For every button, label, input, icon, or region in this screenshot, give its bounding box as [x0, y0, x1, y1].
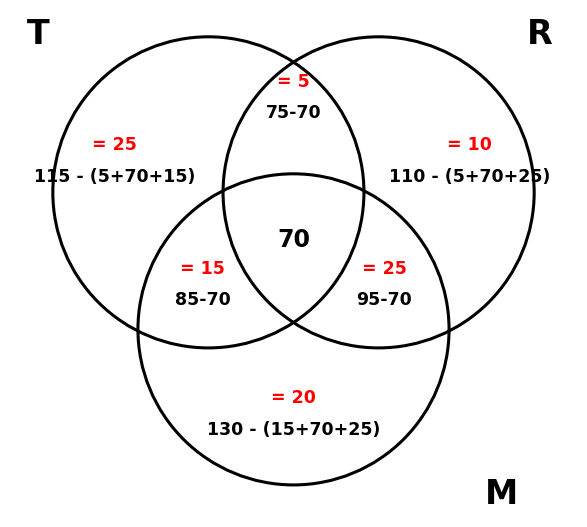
- Text: 95-70: 95-70: [357, 291, 412, 309]
- Text: = 15: = 15: [180, 260, 225, 278]
- Text: = 10: = 10: [447, 136, 492, 154]
- Text: = 20: = 20: [271, 389, 316, 407]
- Text: = 25: = 25: [92, 136, 137, 154]
- Text: 75-70: 75-70: [266, 104, 321, 122]
- Text: R: R: [527, 18, 553, 51]
- Text: 110 - (5+70+25): 110 - (5+70+25): [389, 168, 550, 186]
- Text: M: M: [485, 478, 518, 511]
- Text: 130 - (15+70+25): 130 - (15+70+25): [207, 421, 380, 438]
- Text: 70: 70: [277, 228, 310, 252]
- Text: = 25: = 25: [362, 260, 407, 278]
- Text: T: T: [27, 18, 49, 51]
- Text: = 5: = 5: [277, 73, 310, 91]
- Text: 115 - (5+70+15): 115 - (5+70+15): [34, 168, 195, 186]
- Text: 85-70: 85-70: [175, 291, 230, 309]
